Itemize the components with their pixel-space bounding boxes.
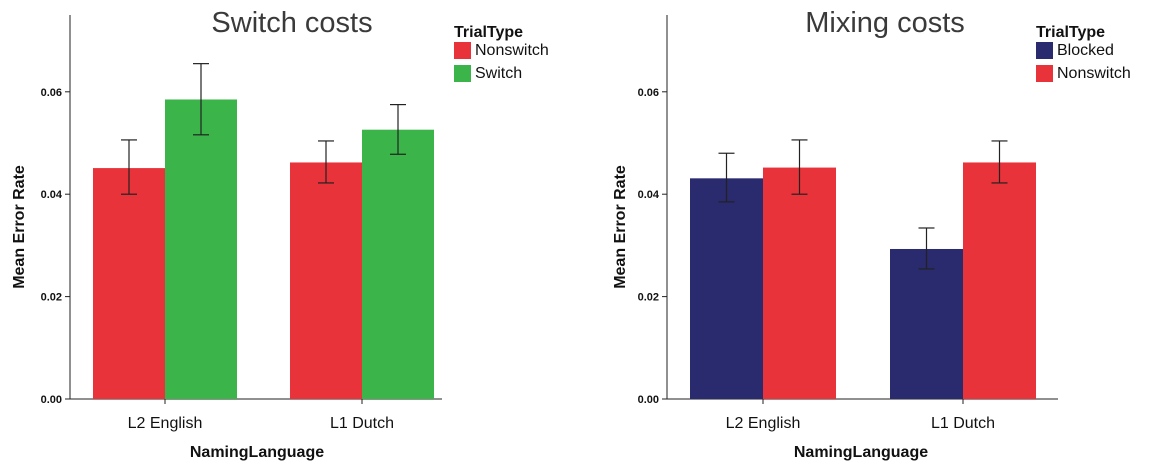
legend-label: Nonswitch: [1057, 65, 1131, 82]
bar: [963, 162, 1036, 399]
bar: [165, 99, 237, 399]
chart-panel-2: Mixing costs 0.00 0.02 0.04 0.06 Mean Error R…: [612, 7, 1131, 461]
x-axis-label: NamingLanguage: [190, 444, 324, 461]
y-tick-label: 0.06: [41, 87, 62, 99]
legend-title: TrialType: [1036, 24, 1105, 41]
y-tick-label: 0.00: [638, 394, 659, 406]
legend-label: Blocked: [1057, 42, 1114, 59]
bar: [290, 162, 362, 399]
legend-label: Nonswitch: [475, 42, 549, 59]
chart-title: Switch costs: [211, 7, 372, 39]
y-tick-label: 0.02: [41, 292, 62, 304]
legend-swatch: [1036, 42, 1053, 59]
chart-panel-1: Switch costs 0.00 0.02 0.04 0.06 Mean Error R…: [11, 7, 549, 461]
y-tick-label: 0.00: [41, 394, 62, 406]
x-tick-label: L2 English: [128, 415, 203, 432]
chart-title: Mixing costs: [805, 7, 965, 39]
legend-title: TrialType: [454, 24, 523, 41]
y-tick-label: 0.02: [638, 292, 659, 304]
bar: [690, 178, 763, 399]
x-tick-label: L2 English: [726, 415, 801, 432]
bar: [763, 167, 836, 399]
y-axis-label: Mean Error Rate: [11, 165, 28, 289]
y-tick-label: 0.04: [41, 189, 63, 201]
x-tick-label: L1 Dutch: [330, 415, 394, 432]
x-tick-label: L1 Dutch: [931, 415, 995, 432]
legend-swatch: [1036, 65, 1053, 82]
x-axis-label: NamingLanguage: [794, 444, 928, 461]
bar: [890, 248, 963, 399]
legend-swatch: [454, 42, 471, 59]
y-tick-label: 0.06: [638, 87, 659, 99]
bar: [362, 129, 434, 400]
legend-swatch: [454, 65, 471, 82]
bar: [93, 168, 165, 399]
y-tick-label: 0.04: [638, 189, 660, 201]
legend-label: Switch: [475, 65, 522, 82]
y-axis-label: Mean Error Rate: [612, 165, 629, 289]
